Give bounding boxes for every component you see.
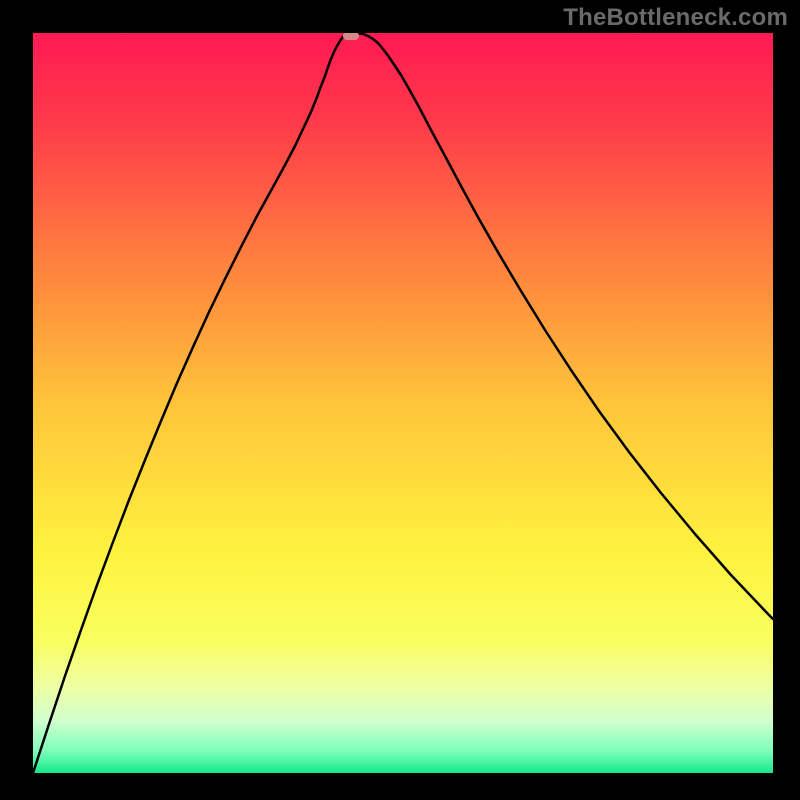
minimum-marker <box>343 33 359 40</box>
plot-svg <box>33 33 773 773</box>
chart-frame: TheBottleneck.com <box>0 0 800 800</box>
gradient-background <box>33 33 773 773</box>
watermark-text: TheBottleneck.com <box>563 4 788 32</box>
plot-area <box>33 33 773 773</box>
